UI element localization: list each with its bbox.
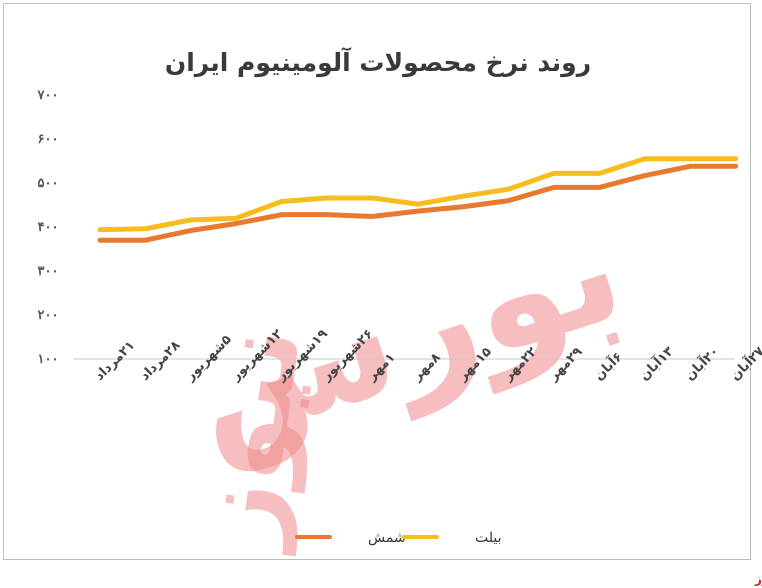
x-tick-label: ۲۰آبان bbox=[681, 343, 722, 384]
chart-frame bbox=[3, 3, 751, 560]
x-tick-label: ۲۷آبان bbox=[726, 343, 762, 384]
series-group bbox=[97, 156, 739, 243]
legend-label: شمش bbox=[368, 530, 406, 546]
y-tick-label: ۴۰۰ bbox=[38, 220, 59, 235]
legend: شمش بیلت bbox=[295, 530, 502, 546]
y-tick-label: ۶۰۰ bbox=[38, 132, 59, 147]
x-tick-label: ۲۱مرداد bbox=[92, 338, 138, 384]
legend-label: بیلت bbox=[475, 530, 502, 546]
y-tick-label: ۲۰۰ bbox=[38, 308, 59, 323]
y-tick-label: ۳۰۰ bbox=[38, 264, 59, 279]
y-tick-label: ۷۰۰ bbox=[37, 88, 59, 103]
chart-title: روند نرخ محصولات آلومینیوم ایران bbox=[165, 47, 591, 78]
x-tick-label: ۲۸مرداد bbox=[138, 338, 184, 384]
y-tick-label: ۵۰۰ bbox=[38, 176, 59, 191]
series-line-0 bbox=[97, 163, 739, 243]
source-label: بورس نیوز bbox=[754, 572, 762, 587]
series-line-1 bbox=[97, 156, 739, 233]
y-tick-label: ۱۰۰ bbox=[38, 352, 59, 367]
x-tick-label: ۱۳آبان bbox=[636, 343, 677, 384]
